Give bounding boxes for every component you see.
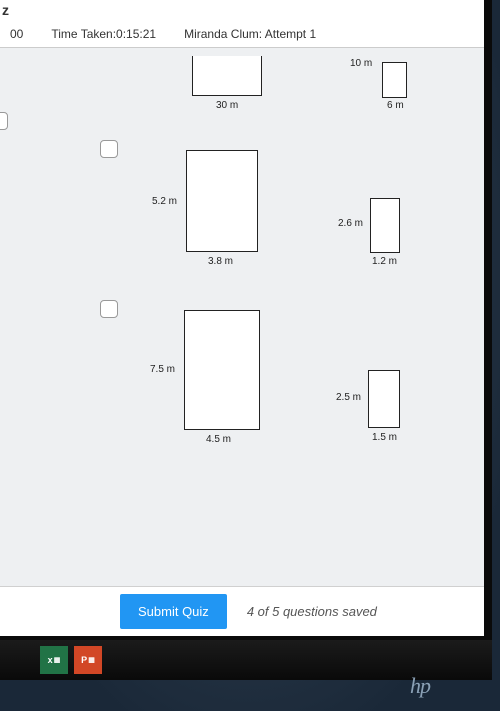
- row1-big-width: 30 m: [216, 100, 238, 111]
- photo-background: z 00 Time Taken:0:15:21 Miranda Clum: At…: [0, 0, 500, 711]
- excel-icon[interactable]: x▦: [40, 646, 68, 674]
- row1-left-fragment-checkbox[interactable]: [0, 112, 8, 130]
- hp-logo: hp: [410, 673, 430, 699]
- row2-small-rect: [370, 198, 400, 253]
- question-content: 30 m 10 m 6 m 5.2 m 3.8 m 2.6 m 1.2 m 7.…: [0, 48, 484, 588]
- score-value: 00: [10, 27, 23, 41]
- row2-big-width: 3.8 m: [208, 256, 233, 267]
- row3-checkbox[interactable]: [100, 300, 118, 318]
- row1-small-rect: [382, 62, 407, 98]
- submit-bar: Submit Quiz 4 of 5 questions saved: [0, 586, 484, 636]
- time-taken: Time Taken:0:15:21: [51, 27, 156, 41]
- row3-big-rect: [184, 310, 260, 430]
- row3-small-width: 1.5 m: [372, 432, 397, 443]
- row2-checkbox[interactable]: [100, 140, 118, 158]
- row1-big-rect: [192, 56, 262, 96]
- row3-small-height: 2.5 m: [336, 392, 361, 403]
- title-fragment: z: [2, 2, 9, 18]
- row2-small-width: 1.2 m: [372, 256, 397, 267]
- laptop-screen: z 00 Time Taken:0:15:21 Miranda Clum: At…: [0, 0, 492, 640]
- row1-small-height: 10 m: [350, 58, 372, 69]
- powerpoint-icon[interactable]: P▦: [74, 646, 102, 674]
- quiz-header: z 00 Time Taken:0:15:21 Miranda Clum: At…: [0, 0, 484, 48]
- row2-small-height: 2.6 m: [338, 218, 363, 229]
- row2-big-height: 5.2 m: [152, 196, 177, 207]
- row3-small-rect: [368, 370, 400, 428]
- submit-quiz-button[interactable]: Submit Quiz: [120, 594, 227, 629]
- row1-small-width: 6 m: [387, 100, 404, 111]
- row3-big-height: 7.5 m: [150, 364, 175, 375]
- row3-big-width: 4.5 m: [206, 434, 231, 445]
- student-attempt: Miranda Clum: Attempt 1: [184, 27, 316, 41]
- row2-big-rect: [186, 150, 258, 252]
- save-status: 4 of 5 questions saved: [247, 604, 377, 619]
